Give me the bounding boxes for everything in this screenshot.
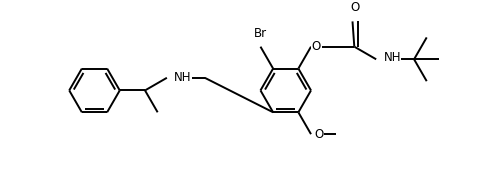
Text: O: O	[351, 1, 360, 14]
Text: NH: NH	[174, 71, 192, 84]
Text: O: O	[312, 40, 321, 53]
Text: NH: NH	[384, 51, 401, 64]
Text: O: O	[315, 128, 324, 141]
Text: Br: Br	[254, 27, 267, 40]
